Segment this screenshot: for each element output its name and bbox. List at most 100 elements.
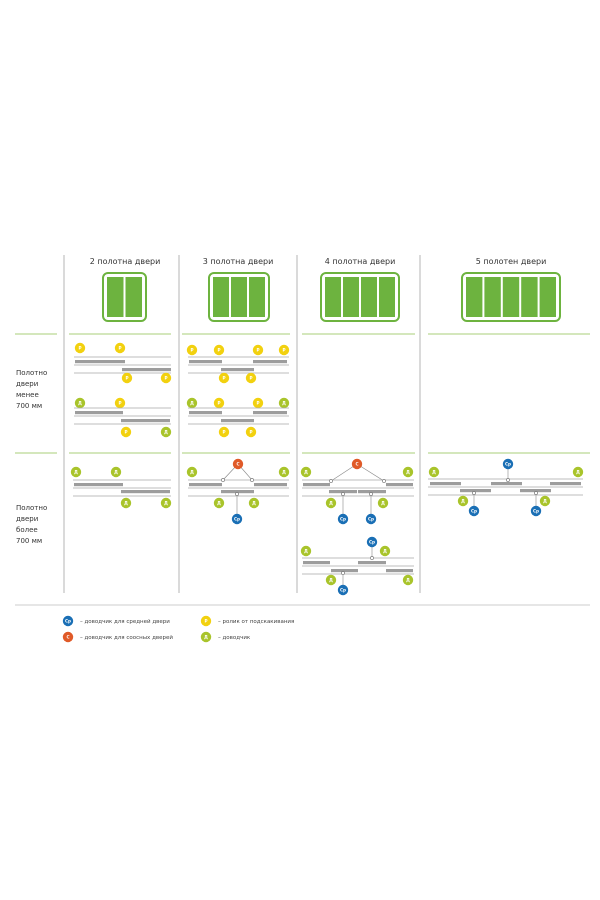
- badge-circle: [300, 466, 312, 478]
- badge-circle: [74, 397, 86, 409]
- badge-circle: [121, 372, 133, 384]
- badge-letter: Р: [217, 348, 220, 353]
- badge-circle: [200, 615, 212, 627]
- badge-letter: Д: [329, 578, 333, 583]
- badge-circle: [200, 631, 212, 643]
- badge-circle: [213, 344, 225, 356]
- badge-circle: [379, 545, 391, 557]
- badge-letter: Ср: [340, 517, 346, 522]
- door-leaf-bar: [75, 411, 123, 415]
- door-panel: [466, 277, 483, 317]
- pivot-dot-icon: [369, 492, 373, 496]
- closer-badge-icon: Д: [300, 466, 312, 478]
- roller-badge-icon: Р: [218, 426, 230, 438]
- badge-circle: [245, 426, 257, 438]
- badge-circle: [213, 397, 225, 409]
- badge-circle: [186, 466, 198, 478]
- closer-badge-icon: Д: [457, 495, 469, 507]
- roller-badge-icon: Р: [245, 372, 257, 384]
- badge-circle: [572, 466, 584, 478]
- badge-letter: Р: [217, 401, 220, 406]
- legend-text: – доводчик для средней двери: [80, 618, 170, 625]
- door-leaf-bar: [189, 360, 222, 364]
- badge-letter: Р: [190, 348, 193, 353]
- door-leaf-bar: [122, 368, 171, 372]
- closer-badge-icon: Д: [428, 466, 440, 478]
- badge-letter: С: [355, 462, 358, 467]
- door-panel: [521, 277, 538, 317]
- closer-badge-icon: Д: [160, 426, 172, 438]
- badge-letter: С: [66, 635, 69, 640]
- badge-circle: [160, 497, 172, 509]
- door-leaf-bar: [121, 419, 170, 423]
- roller-badge-icon: Р: [213, 397, 225, 409]
- badge-circle: [120, 497, 132, 509]
- legend-text: – ролик от подскакивания: [218, 619, 294, 625]
- badge-letter: Ср: [65, 619, 71, 624]
- door-panel: [325, 277, 341, 317]
- closer-badge-icon: Д: [325, 497, 337, 509]
- pivot-dot-icon: [250, 478, 254, 482]
- roller-badge-icon: Р: [213, 344, 225, 356]
- coaxial-badge-icon: С: [351, 458, 363, 470]
- badge-circle: [351, 458, 363, 470]
- badge-letter: Р: [256, 348, 259, 353]
- badge-circle: [186, 397, 198, 409]
- badge-circle: [530, 505, 542, 517]
- badge-circle: [539, 495, 551, 507]
- door-panel: [231, 277, 247, 317]
- badge-circle: [252, 397, 264, 409]
- badge-letter: Р: [78, 346, 81, 351]
- roller-badge-icon: Р: [160, 372, 172, 384]
- closer-badge-icon: Д: [186, 466, 198, 478]
- pivot-dot-icon: [506, 478, 510, 482]
- row-label: менее: [16, 391, 39, 399]
- badge-circle: [402, 574, 414, 586]
- column-header: 5 полотен двери: [476, 257, 547, 266]
- badge-circle: [160, 426, 172, 438]
- roller-badge-icon: Р: [245, 426, 257, 438]
- door-leaf-bar: [331, 569, 358, 573]
- badge-letter: Р: [204, 619, 207, 624]
- closer-badge-icon: Д: [160, 497, 172, 509]
- badge-letter: Д: [252, 501, 256, 506]
- badge-circle: [325, 574, 337, 586]
- middle-badge-icon: Ср: [468, 505, 480, 517]
- column-header: 4 полотна двери: [325, 257, 396, 266]
- door-leaf-bar: [520, 489, 551, 493]
- roller-badge-icon: Р: [278, 344, 290, 356]
- door-panel: [343, 277, 359, 317]
- badge-circle: [337, 584, 349, 596]
- door-leaf-bar: [358, 561, 386, 565]
- badge-letter: Р: [164, 376, 167, 381]
- badge-circle: [300, 545, 312, 557]
- badge-circle: [110, 466, 122, 478]
- pivot-dot-icon: [235, 492, 239, 496]
- badge-letter: Д: [114, 470, 118, 475]
- pivot-dot-icon: [472, 491, 476, 495]
- badge-letter: Ср: [234, 517, 240, 522]
- badge-circle: [278, 466, 290, 478]
- badge-circle: [213, 497, 225, 509]
- row-label: двери: [16, 380, 38, 388]
- badge-letter: Д: [461, 499, 465, 504]
- badge-circle: [337, 513, 349, 525]
- pivot-dot-icon: [341, 571, 345, 575]
- door-leaf-bar: [254, 483, 287, 487]
- badge-circle: [232, 458, 244, 470]
- badge-circle: [457, 495, 469, 507]
- badge-letter: Д: [304, 549, 308, 554]
- badge-letter: Р: [222, 430, 225, 435]
- coaxial-badge-icon: С: [232, 458, 244, 470]
- roller-badge-icon: Р: [114, 397, 126, 409]
- badge-circle: [502, 458, 514, 470]
- badge-circle: [231, 513, 243, 525]
- closer-badge-icon: Д: [278, 466, 290, 478]
- badge-letter: Р: [118, 401, 121, 406]
- door-leaf-bar: [386, 569, 413, 573]
- door-leaf-bar: [430, 482, 461, 486]
- door-leaf-bar: [253, 411, 287, 415]
- legend-text: – доводчик для соосных дверей: [80, 634, 173, 641]
- door-panel: [539, 277, 556, 317]
- badge-circle: [218, 372, 230, 384]
